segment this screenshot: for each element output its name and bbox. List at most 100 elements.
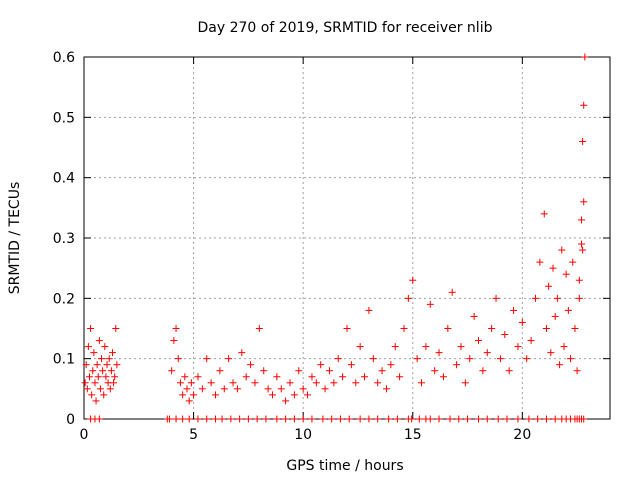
data-point — [531, 294, 539, 302]
data-point — [578, 216, 586, 224]
grid-lines — [84, 57, 610, 419]
data-point — [236, 415, 244, 423]
data-point — [413, 355, 421, 363]
data-point — [435, 415, 443, 423]
y-axis-label: SRMTID / TECUs — [7, 182, 23, 295]
data-point — [466, 355, 474, 363]
data-point — [400, 325, 408, 332]
data-point — [170, 337, 178, 345]
y-tick-label: 0.4 — [53, 171, 75, 187]
data-point — [347, 361, 355, 369]
data-point — [365, 306, 373, 314]
data-point — [308, 373, 316, 381]
data-point — [540, 210, 548, 218]
data-point — [165, 415, 173, 423]
data-point — [253, 415, 261, 423]
data-point — [361, 373, 369, 381]
data-point — [542, 415, 550, 423]
y-tick-label: 0.5 — [53, 110, 75, 126]
data-point — [92, 397, 100, 405]
data-point — [514, 415, 522, 423]
data-point — [194, 415, 202, 423]
data-point — [179, 415, 187, 423]
data-point — [174, 355, 182, 363]
data-point — [553, 294, 561, 302]
y-tick-label: 0.2 — [53, 291, 75, 307]
data-point — [439, 373, 447, 381]
data-point — [534, 415, 542, 423]
data-point — [556, 361, 564, 369]
data-point — [345, 415, 353, 423]
data-point — [494, 415, 502, 423]
data-point — [525, 415, 533, 423]
plot-frame — [83, 56, 611, 420]
data-point — [475, 415, 482, 423]
x-axis-label: GPS time / hours — [286, 458, 403, 474]
data-point — [527, 337, 535, 345]
chart-title: Day 270 of 2019, SRMTID for receiver nli… — [198, 20, 493, 36]
data-point — [295, 367, 303, 375]
data-point — [93, 361, 101, 369]
data-point — [181, 373, 189, 381]
data-point — [426, 300, 434, 308]
data-point — [312, 379, 320, 387]
data-point — [374, 415, 382, 423]
data-point — [579, 246, 587, 254]
x-tick-label: 0 — [80, 427, 89, 443]
y-tick-label: 0 — [66, 412, 75, 428]
data-point — [260, 367, 268, 375]
data-point — [503, 415, 511, 423]
data-point — [461, 379, 469, 387]
y-tick-label: 0.6 — [53, 50, 75, 66]
data-point — [299, 415, 307, 423]
data-point — [172, 415, 180, 423]
data-point — [475, 337, 482, 345]
data-point — [185, 415, 193, 423]
data-point — [523, 355, 531, 363]
data-point — [339, 373, 347, 381]
data-point — [290, 391, 298, 399]
data-point — [317, 361, 325, 369]
data-point — [203, 355, 211, 363]
data-point — [505, 367, 513, 375]
data-point — [488, 325, 496, 332]
data-point — [203, 415, 211, 423]
data-point — [282, 397, 290, 405]
data-point — [378, 367, 386, 375]
data-point — [282, 415, 290, 423]
data-point — [198, 385, 206, 393]
data-point — [455, 415, 463, 423]
data-point — [229, 379, 237, 387]
data-point — [85, 373, 93, 381]
data-point — [89, 367, 97, 375]
x-tick-label: 5 — [189, 427, 198, 443]
data-point — [374, 379, 382, 387]
data-point — [286, 379, 294, 387]
data-point — [218, 415, 226, 423]
data-point — [580, 415, 588, 423]
data-point — [321, 385, 329, 393]
data-point — [496, 355, 504, 363]
data-point — [545, 282, 553, 290]
data-point — [101, 343, 109, 351]
data-point — [319, 415, 327, 423]
data-point — [396, 373, 404, 381]
data-point — [90, 349, 98, 357]
data-point — [106, 385, 114, 393]
data-point — [244, 415, 252, 423]
data-point — [212, 391, 219, 399]
data-point — [431, 367, 439, 375]
data-point — [542, 325, 550, 332]
data-point — [225, 355, 233, 363]
data-point — [457, 343, 465, 351]
data-point — [95, 415, 103, 423]
data-point — [470, 312, 478, 320]
data-point — [356, 343, 364, 351]
data-point — [247, 361, 255, 369]
data-point — [575, 294, 583, 302]
data-point — [343, 325, 351, 332]
data-point — [96, 385, 104, 393]
data-point — [227, 415, 235, 423]
data-point — [273, 373, 281, 381]
data-point — [536, 258, 544, 266]
